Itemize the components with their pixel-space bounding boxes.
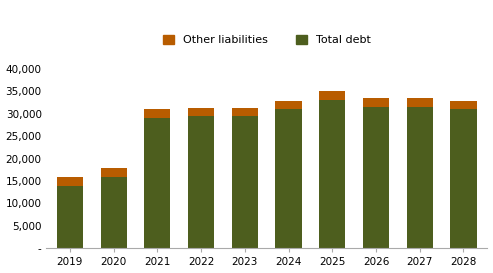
- Bar: [407, 107, 433, 248]
- Bar: [319, 91, 345, 100]
- Bar: [276, 109, 302, 248]
- Bar: [232, 116, 258, 248]
- Bar: [144, 118, 171, 248]
- Bar: [450, 109, 477, 248]
- Legend: Other liabilities, Total debt: Other liabilities, Total debt: [160, 31, 374, 48]
- Bar: [101, 177, 127, 248]
- Bar: [144, 109, 171, 118]
- Bar: [407, 98, 433, 107]
- Bar: [276, 101, 302, 109]
- Bar: [450, 101, 477, 109]
- Bar: [363, 98, 389, 107]
- Bar: [232, 108, 258, 116]
- Bar: [363, 107, 389, 248]
- Bar: [188, 108, 214, 116]
- Bar: [57, 177, 83, 186]
- Bar: [188, 116, 214, 248]
- Bar: [319, 100, 345, 248]
- Bar: [57, 186, 83, 248]
- Bar: [101, 168, 127, 177]
